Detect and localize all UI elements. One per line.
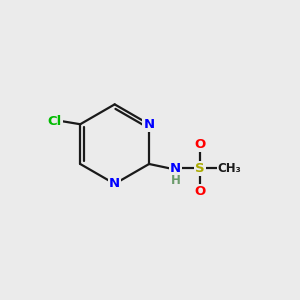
Text: N: N [109, 177, 120, 190]
Text: CH₃: CH₃ [218, 162, 241, 175]
Text: N: N [143, 118, 155, 131]
Text: N: N [170, 162, 181, 175]
Text: S: S [195, 162, 205, 175]
Text: H: H [171, 174, 181, 187]
Text: O: O [194, 185, 206, 199]
Text: O: O [194, 138, 206, 151]
Text: Cl: Cl [47, 115, 62, 128]
